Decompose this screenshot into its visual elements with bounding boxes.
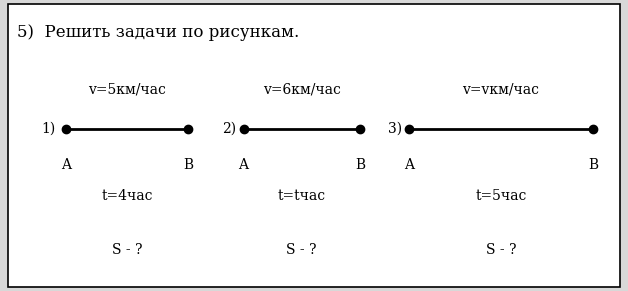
Text: 1): 1) xyxy=(41,122,55,136)
Text: v=6км/час: v=6км/час xyxy=(263,82,340,96)
Text: 2): 2) xyxy=(222,122,236,136)
Text: S - ?: S - ? xyxy=(286,243,317,257)
Text: B: B xyxy=(588,158,598,172)
Text: S - ?: S - ? xyxy=(112,243,143,257)
Text: t=tчас: t=tчас xyxy=(278,189,326,203)
Text: B: B xyxy=(355,158,365,172)
Text: A: A xyxy=(61,158,71,172)
Text: t=4час: t=4час xyxy=(101,189,153,203)
Text: A: A xyxy=(239,158,249,172)
Text: B: B xyxy=(183,158,193,172)
Text: v=vкм/час: v=vкм/час xyxy=(462,82,539,96)
Text: 3): 3) xyxy=(387,122,402,136)
Text: v=5км/час: v=5км/час xyxy=(88,82,166,96)
Text: S - ?: S - ? xyxy=(485,243,516,257)
Text: t=5час: t=5час xyxy=(475,189,527,203)
Text: A: A xyxy=(404,158,414,172)
FancyBboxPatch shape xyxy=(8,4,620,287)
Text: 5)  Решить задачи по рисункам.: 5) Решить задачи по рисункам. xyxy=(17,24,299,41)
